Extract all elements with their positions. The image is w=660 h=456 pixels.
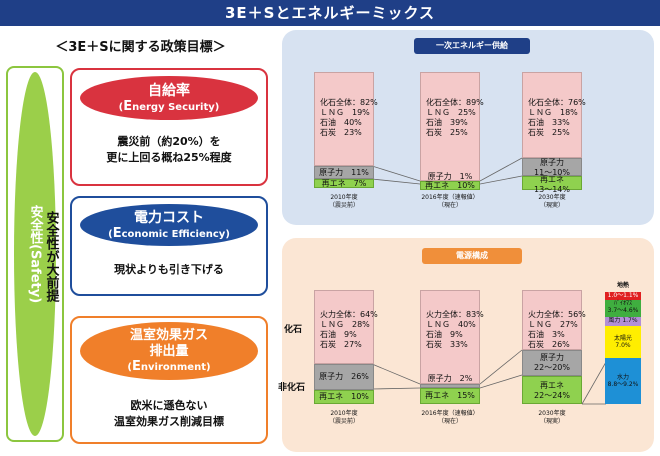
goal-environment: 温室効果ガス 排出量 (Environment) 欧米に遜色ない 温室効果ガス削… <box>70 316 268 444</box>
primary-bar-2010-renew-label: 再エネ 7% <box>321 179 367 188</box>
desc-line: 震災前（約20%）を <box>117 135 221 148</box>
power-x-label-2016: 2016年度（速報値） （現在） <box>415 410 485 426</box>
goal-economic-efficiency-desc: 現状よりも引き下げる <box>72 262 266 278</box>
x-note: （現実） <box>539 418 564 425</box>
x-year: 2016年度（速報値） <box>421 410 479 417</box>
breakdown-geothermal: 1.0～1.1% <box>605 292 641 300</box>
breakdown-solar-label: 太陽光 7.0% <box>613 335 632 349</box>
goal-environment-title2: 排出量 <box>149 344 189 359</box>
goal-environment-initial: E <box>132 359 141 374</box>
power-bar-2010-nuclear-label: 原子力 26% <box>319 372 369 381</box>
power-bar-2016-renew-label: 再エネ 15% <box>425 391 475 400</box>
primary-bar-2030-renew-label: 再エネ 13～14% <box>534 175 570 194</box>
goal-energy-security-initial: E <box>123 99 133 114</box>
breakdown-biomass: ﾊﾞｲｵﾏｽ 3.7～4.6% <box>605 300 641 317</box>
goal-economic-efficiency-initial: E <box>112 226 122 241</box>
primary-bar-2030-fossil <box>522 72 582 158</box>
primary-x-label-2010: 2010年度 （震災前） <box>309 194 379 210</box>
primary-energy-title: 一次エネルギー供給 <box>414 38 530 54</box>
goal-environment-desc: 欧米に遜色ない 温室効果ガス削減目標 <box>72 398 266 430</box>
power-mix-title: 電源構成 <box>422 248 522 264</box>
power-bar-2016-fossil-label: 火力全体：83% ＬＮＧ 40% 石油 9% 石炭 33% <box>426 310 484 349</box>
safety-ellipse <box>14 72 56 436</box>
power-bar-2030-nuclear <box>522 350 582 376</box>
goal-environment-pill: 温室効果ガス 排出量 (Environment) <box>80 322 258 380</box>
x-year: 2030年度 <box>538 194 566 201</box>
primary-bar-2010-renew <box>314 179 374 188</box>
breakdown-solar: 太陽光 7.0% <box>605 326 641 358</box>
goal-economic-efficiency-title: 電力コスト <box>134 210 204 226</box>
power-bar-2016-fossil <box>420 290 480 384</box>
breakdown-geothermal-value: 1.0～1.1% <box>607 292 639 299</box>
power-x-label-2010: 2010年度 （震災前） <box>309 410 379 426</box>
goal-economic-efficiency: 電力コスト (Economic Efficiency) 現状よりも引き下げる <box>70 196 268 296</box>
axis-label-fossil: 化石 <box>284 325 303 335</box>
connector-breakdown-top <box>581 361 607 405</box>
primary-x-label-2016: 2016年度（速報値） （現在） <box>415 194 485 210</box>
x-year: 2016年度（速報値） <box>421 194 479 201</box>
primary-x-label-2030: 2030年度 （現実） <box>517 194 587 210</box>
power-bar-2030-fossil-label: 火力全体：56% ＬＮＧ 27% 石油 3% 石炭 26% <box>528 310 586 349</box>
power-bar-2016-nuclear-label: 原子力 2% <box>427 374 473 383</box>
primary-bar-2016-fossil-label: 化石全体：89% ＬＮＧ 25% 石油 39% 石炭 25% <box>426 98 484 137</box>
power-bar-2030-renew <box>522 376 582 404</box>
primary-bar-2030-nuclear <box>522 158 582 176</box>
power-bar-2030-nuclear-label: 原子力 22～20% <box>534 353 570 372</box>
primary-bar-2010-fossil <box>314 72 374 166</box>
goal-environment-subtitle: nvironment <box>140 362 206 373</box>
goal-energy-security-pill: 自給率 (Energy Security) <box>80 76 258 120</box>
policy-heading: ＜3E＋Sに関する政策目標＞ <box>55 40 226 55</box>
goal-energy-security: 自給率 (Energy Security) 震災前（約20%）を 更に上回る概ね… <box>70 68 268 186</box>
power-bar-2016-renew <box>420 388 480 404</box>
axis-label-nonfossil: 非化石 <box>278 383 306 393</box>
breakdown-wind-label: 風力 1.7% <box>608 317 638 324</box>
x-year: 2010年度 <box>330 410 358 417</box>
breakdown-geo-label: 地熱 <box>616 282 629 289</box>
page-title: 3E＋Sとエネルギーミックス <box>0 0 660 26</box>
goal-economic-efficiency-pill: 電力コスト (Economic Efficiency) <box>80 204 258 246</box>
x-note: （現実） <box>539 202 564 209</box>
premise-label: 安全性が大前提 <box>43 210 59 302</box>
power-bar-2030-renew-label: 再エネ 22～24% <box>534 381 570 400</box>
x-note: （震災前） <box>328 418 359 425</box>
primary-bar-2010-nuclear <box>314 166 374 179</box>
x-note: （現在） <box>437 418 462 425</box>
x-note: （現在） <box>437 202 462 209</box>
primary-bar-2016-renew-label: 再エネ 10% <box>425 181 475 190</box>
primary-bar-2010-nuclear-label: 原子力 11% <box>319 168 369 177</box>
x-year: 2010年度 <box>330 194 358 201</box>
x-note: （震災前） <box>328 202 359 209</box>
breakdown-wind: 風力 1.7% <box>605 317 641 326</box>
desc-line: 現状よりも引き下げる <box>114 263 224 276</box>
goal-energy-security-title: 自給率 <box>148 83 190 99</box>
power-bar-2010-fossil-label: 火力全体：64% ＬＮＧ 28% 石油 9% 石炭 27% <box>320 310 378 349</box>
goal-energy-security-subtitle: nergy Security <box>132 102 215 113</box>
primary-bar-2016-nuclear-label: 原子力 1% <box>427 172 473 181</box>
breakdown-biomass-label: ﾊﾞｲｵﾏｽ 3.7～4.6% <box>607 300 639 314</box>
primary-bar-2030-nuclear-label: 原子力 11～10% <box>534 158 570 177</box>
desc-line: 温室効果ガス削減目標 <box>114 415 224 428</box>
goal-environment-title: 温室効果ガス <box>129 328 208 343</box>
power-bar-2016-nuclear <box>420 384 480 388</box>
power-x-label-2030: 2030年度 （現実） <box>517 410 587 426</box>
desc-line: 欧米に遜色ない <box>130 399 208 412</box>
power-bar-2010-renew-label: 再エネ 10% <box>319 392 369 401</box>
power-bar-2010-nuclear <box>314 364 374 390</box>
goal-energy-security-desc: 震災前（約20%）を 更に上回る概ね25%程度 <box>72 134 266 166</box>
primary-bar-2016-renew <box>420 181 480 190</box>
desc-line: 更に上回る概ね25%程度 <box>106 151 232 164</box>
breakdown-hydro-label: 水力 8.8～9.2% <box>607 374 639 388</box>
goal-economic-efficiency-subtitle: conomic Efficiency <box>121 229 226 240</box>
primary-bar-2016-fossil <box>420 72 480 181</box>
safety-label: 安全性(Safety) <box>27 204 43 304</box>
primary-bar-2010-fossil-label: 化石全体：82% ＬＮＧ 19% 石油 40% 石炭 23% <box>320 98 378 137</box>
power-bar-2030-fossil <box>522 290 582 350</box>
power-bar-2010-fossil <box>314 290 374 364</box>
x-year: 2030年度 <box>538 410 566 417</box>
power-bar-2010-renew <box>314 390 374 404</box>
primary-bar-2030-renew <box>522 176 582 190</box>
breakdown-hydro: 水力 8.8～9.2% <box>605 358 641 404</box>
safety-box: 安全性(Safety) <box>6 66 64 442</box>
primary-bar-2030-fossil-label: 化石全体：76% ＬＮＧ 18% 石油 33% 石炭 25% <box>528 98 586 137</box>
